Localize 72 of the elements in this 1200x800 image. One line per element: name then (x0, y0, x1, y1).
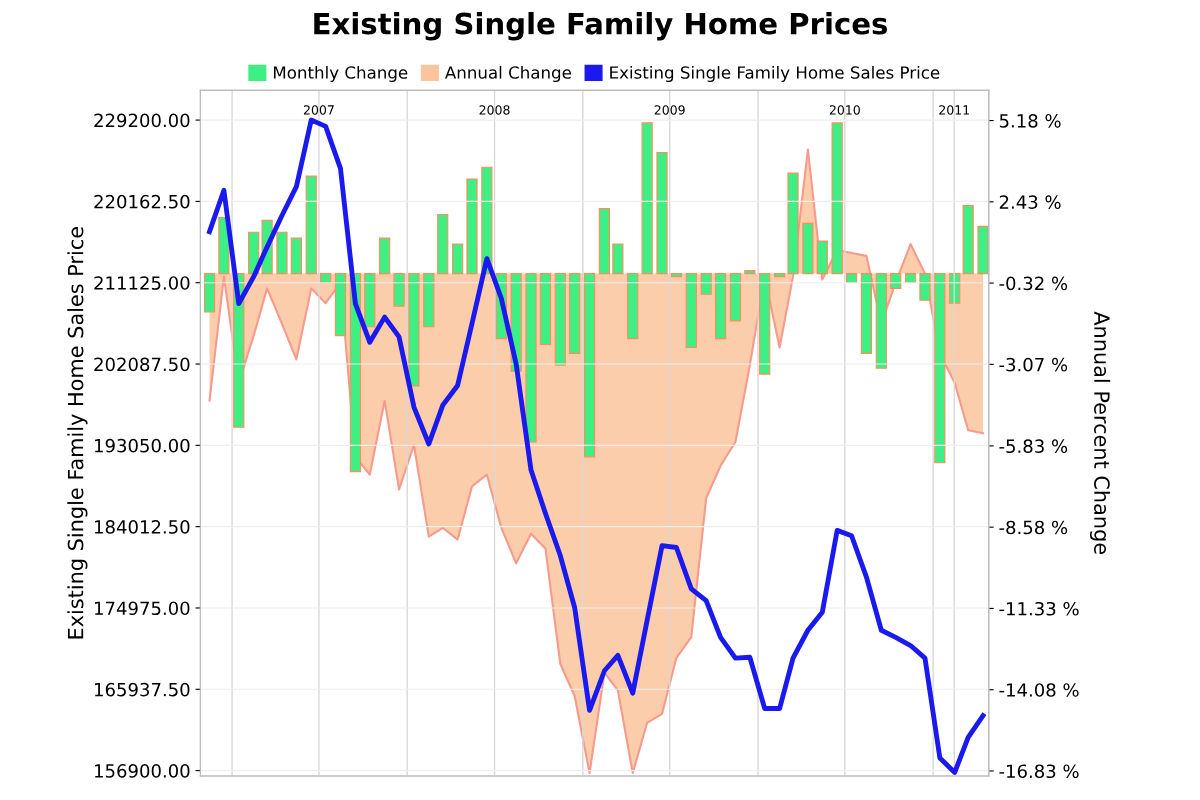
bar (393, 273, 405, 307)
bar (554, 273, 566, 366)
bar (305, 175, 317, 275)
bar (860, 273, 873, 354)
bar (627, 273, 639, 340)
bar (831, 122, 843, 275)
y2-tick-label: -16.83 % (999, 764, 1079, 779)
legend-label: Existing Single Family Home Sales Price (610, 65, 940, 83)
bar (670, 273, 683, 278)
bar (451, 243, 464, 275)
x-tick-label: 2011 (939, 105, 969, 115)
legend-label: Annual Change (444, 65, 572, 83)
bar (276, 231, 288, 275)
y2-tick-label: -11.33 % (999, 601, 1079, 616)
bar (714, 273, 727, 340)
bar (569, 273, 581, 354)
y-tick-label: 229200.00 (94, 113, 190, 128)
bar (583, 273, 596, 458)
y-tick-label: 220162.50 (94, 194, 190, 209)
bar (437, 213, 449, 275)
y-tick-label: 202087.50 (94, 357, 190, 372)
bar (364, 273, 376, 328)
bar (759, 273, 771, 375)
x-tick-label: 2010 (829, 105, 860, 115)
bar (685, 273, 697, 349)
bar (408, 273, 420, 387)
legend-label: Monthly Change (273, 65, 408, 83)
bar (641, 122, 653, 275)
chart-title: Existing Single Family Home Prices (314, 12, 888, 41)
bar (787, 172, 799, 275)
y-axis-title: Existing Single Family Home Sales Price (67, 227, 88, 639)
y2-tick-label: 2.43 % (999, 195, 1061, 209)
bar (203, 273, 216, 313)
bar (598, 208, 611, 275)
bar (700, 273, 712, 295)
bar (525, 273, 537, 443)
bar (919, 273, 931, 301)
bar (977, 225, 989, 275)
bar (875, 273, 887, 369)
y2-axis-title: Annual Percent Change (1090, 311, 1111, 554)
bar (890, 273, 902, 289)
y-tick-label: 193050.00 (95, 438, 190, 453)
y2-tick-label: -14.08 % (999, 683, 1079, 697)
y-tick-label: 156900.00 (95, 764, 190, 778)
bar (612, 243, 624, 275)
bar (744, 270, 756, 275)
bar (773, 273, 786, 278)
x-tick-label: 2007 (303, 105, 334, 115)
bar (816, 240, 828, 275)
y-tick-label: 211125.00 (94, 276, 190, 290)
bar (934, 273, 946, 464)
bar (290, 237, 302, 275)
y2-tick-label: -0.32 % (999, 276, 1068, 291)
bar (218, 216, 230, 275)
bar (962, 205, 974, 275)
bar (379, 237, 391, 275)
x-tick-label: 2008 (479, 105, 510, 115)
bar (539, 273, 552, 346)
bar (802, 222, 814, 275)
bar (466, 178, 478, 275)
bar (334, 273, 347, 337)
bar (423, 273, 435, 328)
y2-tick-label: -3.07 % (999, 357, 1068, 372)
y2-tick-label: -5.83 % (999, 439, 1068, 454)
y-tick-label: 165937.50 (95, 682, 190, 697)
x-tick-label: 2009 (654, 105, 685, 115)
y2-tick-label: 5.18 % (999, 114, 1061, 128)
y2-tick-label: -8.58 % (999, 520, 1068, 535)
bar (656, 151, 668, 275)
bar (729, 273, 742, 322)
y-tick-label: 174975.00 (95, 601, 190, 616)
y-tick-label: 184012.50 (95, 520, 190, 534)
